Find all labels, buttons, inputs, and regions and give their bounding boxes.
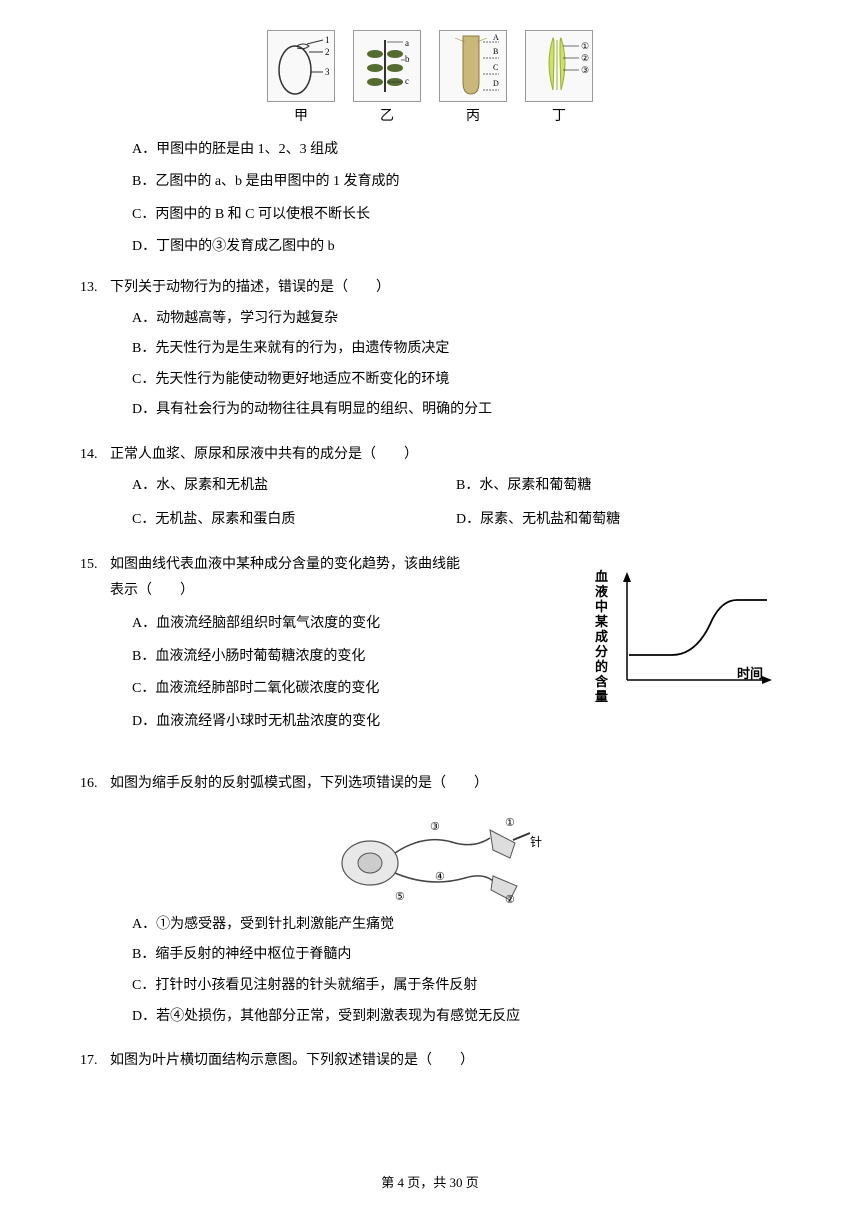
q13-opt-a: A．动物越高等，学习行为越复杂 xyxy=(132,306,780,333)
q15-opt-d-text: 血液流经肾小球时无机盐浓度的变化 xyxy=(156,714,380,729)
figure-jia: 1 2 3 甲 xyxy=(267,30,335,131)
q13-opt-a-text: 动物越高等，学习行为越复杂 xyxy=(156,311,338,326)
svg-text:①: ① xyxy=(505,817,515,829)
q16-opt-b-text: 缩手反射的神经中枢位于脊髓内 xyxy=(155,947,351,962)
svg-text:B: B xyxy=(493,47,498,56)
q16-opt-d: D．若④处损伤，其他部分正常，受到刺激表现为有感觉无反应 xyxy=(132,1004,780,1031)
svg-text:⑤: ⑤ xyxy=(395,891,405,903)
figure-bing-img: A B C D xyxy=(439,30,507,102)
caption-bing: 丙 xyxy=(439,104,507,131)
q16-opt-c-text: 打针时小孩看见注射器的针头就缩手，属于条件反射 xyxy=(155,978,477,993)
q16-figure: ③ ① 针 ④ ⑤ ② xyxy=(110,808,780,908)
q14-opt-d: D．尿素、无机盐和葡萄糖 xyxy=(456,507,780,534)
q13-opt-d-text: 具有社会行为的动物往往具有明显的组织、明确的分工 xyxy=(156,402,492,417)
q15-opt-b: B．血液流经小肠时葡萄糖浓度的变化 xyxy=(132,644,540,671)
svg-text:③: ③ xyxy=(430,821,440,833)
svg-text:②: ② xyxy=(581,53,589,63)
figure-yi: a b c 乙 xyxy=(353,30,421,131)
q15-opt-a: A．血液流经脑部组织时氧气浓度的变化 xyxy=(132,611,540,638)
q17-num: 17. xyxy=(80,1048,110,1075)
q14-num: 14. xyxy=(80,442,110,538)
figure-ding: ① ② ③ 丁 xyxy=(525,30,593,131)
q13-opt-c-text: 先天性行为能使动物更好地适应不断变化的环境 xyxy=(155,372,449,387)
q14-stem: 正常人血浆、原尿和尿液中共有的成分是（ ） xyxy=(110,442,780,469)
q14-opt-b-text: 水、尿素和葡萄糖 xyxy=(479,478,591,493)
page-footer: 第 4 页，共 30 页 xyxy=(0,1171,860,1196)
svg-text:b: b xyxy=(405,54,410,64)
q12-opt-b-text: 乙图中的 a、b 是由甲图中的 1 发育成的 xyxy=(155,174,399,189)
q16-num: 16. xyxy=(80,771,110,1034)
q14-opt-a: A．水、尿素和无机盐 xyxy=(132,473,456,500)
question-17: 17. 如图为叶片横切面结构示意图。下列叙述错误的是（ ） xyxy=(80,1048,780,1075)
q13-num: 13. xyxy=(80,275,110,428)
q16-opt-d-text: 若④处损伤，其他部分正常，受到刺激表现为有感觉无反应 xyxy=(156,1009,520,1024)
q12-opt-a-text: 甲图中的胚是由 1、2、3 组成 xyxy=(156,142,338,157)
q15-chart-ylabel: 血液中某成分的含量 xyxy=(595,570,611,704)
q13-opt-d: D．具有社会行为的动物往往具有明显的组织、明确的分工 xyxy=(132,397,780,424)
q16-stem: 如图为缩手反射的反射弧模式图，下列选项错误的是（ ） xyxy=(110,771,780,798)
svg-text:④: ④ xyxy=(435,871,445,883)
q15-stem2: 表示（ ） xyxy=(110,578,540,605)
svg-text:3: 3 xyxy=(325,67,330,77)
question-16: 16. 如图为缩手反射的反射弧模式图，下列选项错误的是（ ） ③ ① 针 ④ ⑤… xyxy=(80,771,780,1034)
q15-opt-d: D．血液流经肾小球时无机盐浓度的变化 xyxy=(132,709,540,736)
caption-jia: 甲 xyxy=(267,104,335,131)
svg-text:针: 针 xyxy=(530,834,542,849)
q13-opt-b: B．先天性行为是生来就有的行为，由遗传物质决定 xyxy=(132,336,780,363)
figure-bing: A B C D 丙 xyxy=(439,30,507,131)
q14-opt-a-text: 水、尿素和无机盐 xyxy=(156,478,268,493)
q13-opt-b-text: 先天性行为是生来就有的行为，由遗传物质决定 xyxy=(155,341,449,356)
svg-text:②: ② xyxy=(505,894,515,906)
q13-stem: 下列关于动物行为的描述，错误的是（ ） xyxy=(110,275,780,302)
q16-opt-a: A．①为感受器，受到针扎刺激能产生痛觉 xyxy=(132,912,780,939)
q15-opt-b-text: 血液流经小肠时葡萄糖浓度的变化 xyxy=(155,649,365,664)
q15-opt-c-text: 血液流经肺部时二氧化碳浓度的变化 xyxy=(155,681,379,696)
q12-opt-c: C．丙图中的 B 和 C 可以使根不断长长 xyxy=(80,202,780,229)
svg-text:c: c xyxy=(405,76,409,86)
q12-opt-c-text: 丙图中的 B 和 C 可以使根不断长长 xyxy=(155,207,370,222)
svg-text:D: D xyxy=(493,79,499,88)
q16-opt-b: B．缩手反射的神经中枢位于脊髓内 xyxy=(132,942,780,969)
q16-opt-c: C．打针时小孩看见注射器的针头就缩手，属于条件反射 xyxy=(132,973,780,1000)
svg-text:A: A xyxy=(493,33,499,42)
q15-num: 15. xyxy=(80,552,110,742)
q12-opt-d: D．丁图中的③发育成乙图中的 b xyxy=(80,234,780,261)
svg-text:a: a xyxy=(405,38,409,48)
q16-opt-a-text: ①为感受器，受到针扎刺激能产生痛觉 xyxy=(156,917,394,932)
svg-text:2: 2 xyxy=(325,47,330,57)
q13-opt-c: C．先天性行为能使动物更好地适应不断变化的环境 xyxy=(132,367,780,394)
q14-opt-c-text: 无机盐、尿素和蛋白质 xyxy=(155,512,295,527)
question-13: 13. 下列关于动物行为的描述，错误的是（ ） A．动物越高等，学习行为越复杂 … xyxy=(80,275,780,428)
q14-opt-b: B．水、尿素和葡萄糖 xyxy=(456,473,780,500)
q12-opt-a: A．甲图中的胚是由 1、2、3 组成 xyxy=(80,137,780,164)
q15-opt-c: C．血液流经肺部时二氧化碳浓度的变化 xyxy=(132,676,540,703)
figure-row-q12: 1 2 3 甲 a b c 乙 xyxy=(80,30,780,131)
figure-ding-img: ① ② ③ xyxy=(525,30,593,102)
svg-text:③: ③ xyxy=(581,65,589,75)
q15-chart-xlabel: 时间 xyxy=(737,666,763,681)
q14-opt-d-text: 尿素、无机盐和葡萄糖 xyxy=(480,512,620,527)
svg-text:1: 1 xyxy=(325,35,330,45)
svg-text:C: C xyxy=(493,63,498,72)
q17-stem: 如图为叶片横切面结构示意图。下列叙述错误的是（ ） xyxy=(110,1048,780,1075)
q12-opt-b: B．乙图中的 a、b 是由甲图中的 1 发育成的 xyxy=(80,169,780,196)
figure-yi-img: a b c xyxy=(353,30,421,102)
q15-opt-a-text: 血液流经脑部组织时氧气浓度的变化 xyxy=(156,616,380,631)
q15-chart-svg: 时间 xyxy=(617,570,777,695)
q14-opt-c: C．无机盐、尿素和蛋白质 xyxy=(132,507,456,534)
question-14: 14. 正常人血浆、原尿和尿液中共有的成分是（ ） A．水、尿素和无机盐 B．水… xyxy=(80,442,780,538)
q12-opt-d-text: 丁图中的③发育成乙图中的 b xyxy=(156,239,335,254)
caption-ding: 丁 xyxy=(525,104,593,131)
svg-text:①: ① xyxy=(581,41,589,51)
q15-chart: 血液中某成分的含量 时间 xyxy=(595,570,785,715)
figure-jia-img: 1 2 3 xyxy=(267,30,335,102)
caption-yi: 乙 xyxy=(353,104,421,131)
q15-stem1: 如图曲线代表血液中某种成分含量的变化趋势，该曲线能 xyxy=(110,552,540,579)
